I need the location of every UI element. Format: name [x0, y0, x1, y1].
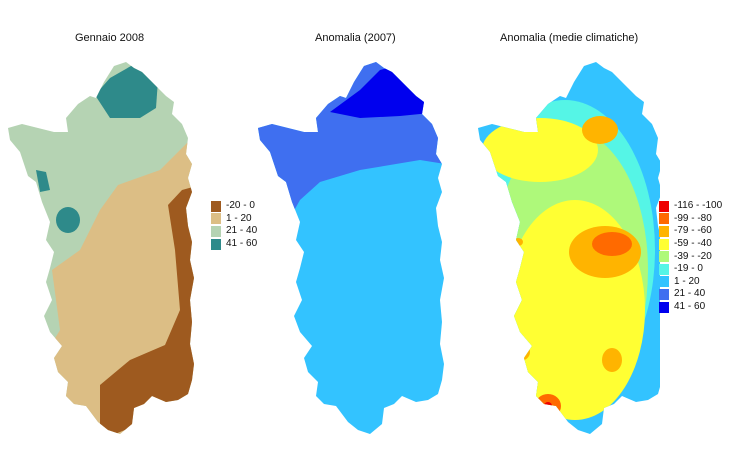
- map3-class-minus59-minus40-north: [482, 118, 598, 182]
- legend-label: 1 - 20: [674, 275, 700, 287]
- legend-item: 21 - 40: [659, 288, 722, 301]
- legend-swatch: [211, 200, 221, 212]
- legend-label: 1 - 20: [226, 212, 252, 224]
- legend-label: -59 - -40: [674, 238, 712, 250]
- legend-label: 41 - 60: [674, 301, 706, 313]
- legend-item: 41 - 60: [211, 238, 257, 251]
- legend-swatch: [659, 225, 669, 237]
- map3-class-minus116-minus100: [544, 402, 552, 410]
- legend-label: -19 - 0: [674, 263, 703, 275]
- map3-anomalia-medie-climatiche: [478, 62, 660, 434]
- map3-class-minus99-minus80-south: [535, 394, 561, 418]
- map1-class-41-60-coast: [36, 170, 50, 192]
- map1-class-41-60: [95, 62, 158, 118]
- legend-swatch: [211, 213, 221, 225]
- map2-north-area: [330, 62, 440, 118]
- legend-label: 21 - 40: [674, 288, 706, 300]
- legend-swatch: [659, 238, 669, 250]
- legend-swatch: [659, 276, 669, 288]
- map1-class-41-60-west: [56, 207, 80, 233]
- legend-label: -39 - -20: [674, 250, 712, 262]
- legend-label: 21 - 40: [226, 225, 258, 237]
- legend-item: 41 - 60: [659, 301, 722, 314]
- map3-class-minus79-minus60-southwest: [510, 343, 530, 361]
- map1-legend: -20 - 0 1 - 20 21 - 40 41 - 60: [211, 200, 257, 250]
- legend-item: -99 - -80: [659, 213, 722, 226]
- legend-item: -19 - 0: [659, 263, 722, 276]
- legend-swatch: [659, 263, 669, 275]
- legend-label: -79 - -60: [674, 225, 712, 237]
- legend-item: -116 - -100: [659, 200, 722, 213]
- legend-swatch: [659, 213, 669, 225]
- map1-gennaio-2008: [8, 62, 194, 434]
- legend-swatch: [659, 301, 669, 313]
- legend-item: -39 - -20: [659, 250, 722, 263]
- map3-class-minus99-minus80: [592, 232, 632, 256]
- legend-swatch: [659, 251, 669, 263]
- legend-swatch: [211, 225, 221, 237]
- map3-class-minus79-minus60-north: [582, 116, 618, 144]
- legend-item: -79 - -60: [659, 225, 722, 238]
- map3-legend: -116 - -100 -99 - -80 -79 - -60 -59 - -4…: [659, 200, 722, 313]
- legend-item: 1 - 20: [211, 213, 257, 226]
- legend-item: -20 - 0: [211, 200, 257, 213]
- map1-class-minus20-0: [100, 185, 194, 434]
- map3-title: Anomalia (medie climatiche): [500, 32, 639, 44]
- map2-title: Anomalia (2007): [315, 32, 396, 44]
- legend-swatch: [659, 200, 669, 212]
- map3-class-minus79-minus60-west: [513, 238, 523, 246]
- map1-title: Gennaio 2008: [75, 32, 145, 44]
- legend-swatch: [211, 238, 221, 250]
- legend-label: -99 - -80: [674, 212, 712, 224]
- legend-item: 1 - 20: [659, 276, 722, 289]
- map3-class-minus79-minus60-southeast: [602, 348, 622, 372]
- legend-label: -116 - -100: [674, 200, 723, 212]
- legend-item: -59 - -40: [659, 238, 722, 251]
- legend-item: 21 - 40: [211, 225, 257, 238]
- legend-label: 41 - 60: [226, 238, 258, 250]
- legend-label: -20 - 0: [226, 200, 255, 212]
- map2-anomalia-2007: [258, 62, 444, 434]
- map2-southwest-area: [258, 330, 310, 420]
- legend-swatch: [659, 288, 669, 300]
